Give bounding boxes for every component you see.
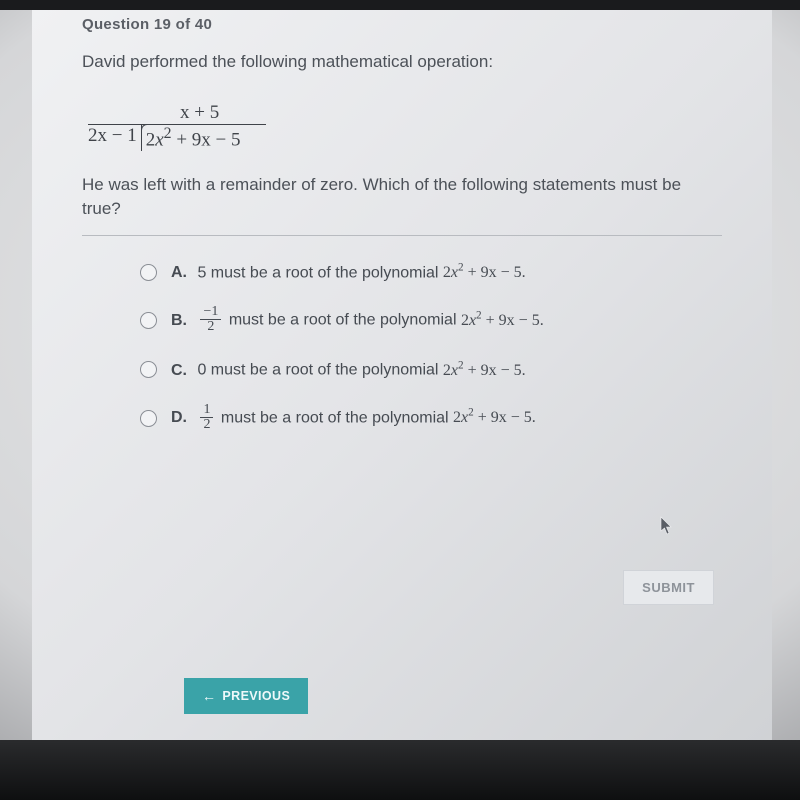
choice-a[interactable]: A. 5 must be a root of the polynomial 2x… [140,262,700,282]
bezel-top [0,0,800,10]
quiz-screen: Question 19 of 40 David performed the fo… [32,10,772,740]
choice-d-text: D. 1 2 must be a root of the polynomial … [171,404,536,433]
choice-b-text: B. −1 2 must be a root of the polynomial… [171,306,544,335]
arrow-left-icon: ← [202,688,216,704]
section-divider [82,235,722,236]
fraction: −1 2 [200,305,221,334]
polynomial: 2x2 + 9x − 5. [443,264,526,281]
fraction: 1 2 [200,403,213,432]
choice-c[interactable]: C. 0 must be a root of the polynomial 2x… [140,359,700,379]
previous-label: PREVIOUS [222,689,290,703]
choice-a-text: A. 5 must be a root of the polynomial 2x… [171,262,526,282]
polynomial: 2x2 + 9x − 5. [461,312,544,329]
radio-icon[interactable] [140,410,157,427]
answer-choices: A. 5 must be a root of the polynomial 2x… [140,262,700,433]
long-division-expression: x + 5 2x − 1 2x2 + 9x − 5 [88,102,266,151]
radio-icon[interactable] [140,264,157,281]
submit-button[interactable]: SUBMIT [623,570,714,605]
previous-button[interactable]: ← PREVIOUS [184,678,308,714]
question-prompt-1: David performed the following mathematic… [82,51,742,74]
question-prompt-2: He was left with a remainder of zero. Wh… [82,173,722,221]
radio-icon[interactable] [140,312,157,329]
polynomial: 2x2 + 9x − 5. [443,362,526,379]
choice-c-text: C. 0 must be a root of the polynomial 2x… [171,359,526,379]
choice-d[interactable]: D. 1 2 must be a root of the polynomial … [140,404,700,433]
polynomial: 2x2 + 9x − 5. [453,409,536,426]
question-counter: Question 19 of 40 [82,16,742,33]
cursor-icon [660,516,674,536]
division-quotient: x + 5 [88,102,266,125]
division-divisor: 2x − 1 [88,125,141,147]
division-dividend: 2x2 + 9x − 5 [141,125,241,151]
choice-b[interactable]: B. −1 2 must be a root of the polynomial… [140,306,700,335]
radio-icon[interactable] [140,361,157,378]
bezel-bottom [0,740,800,800]
